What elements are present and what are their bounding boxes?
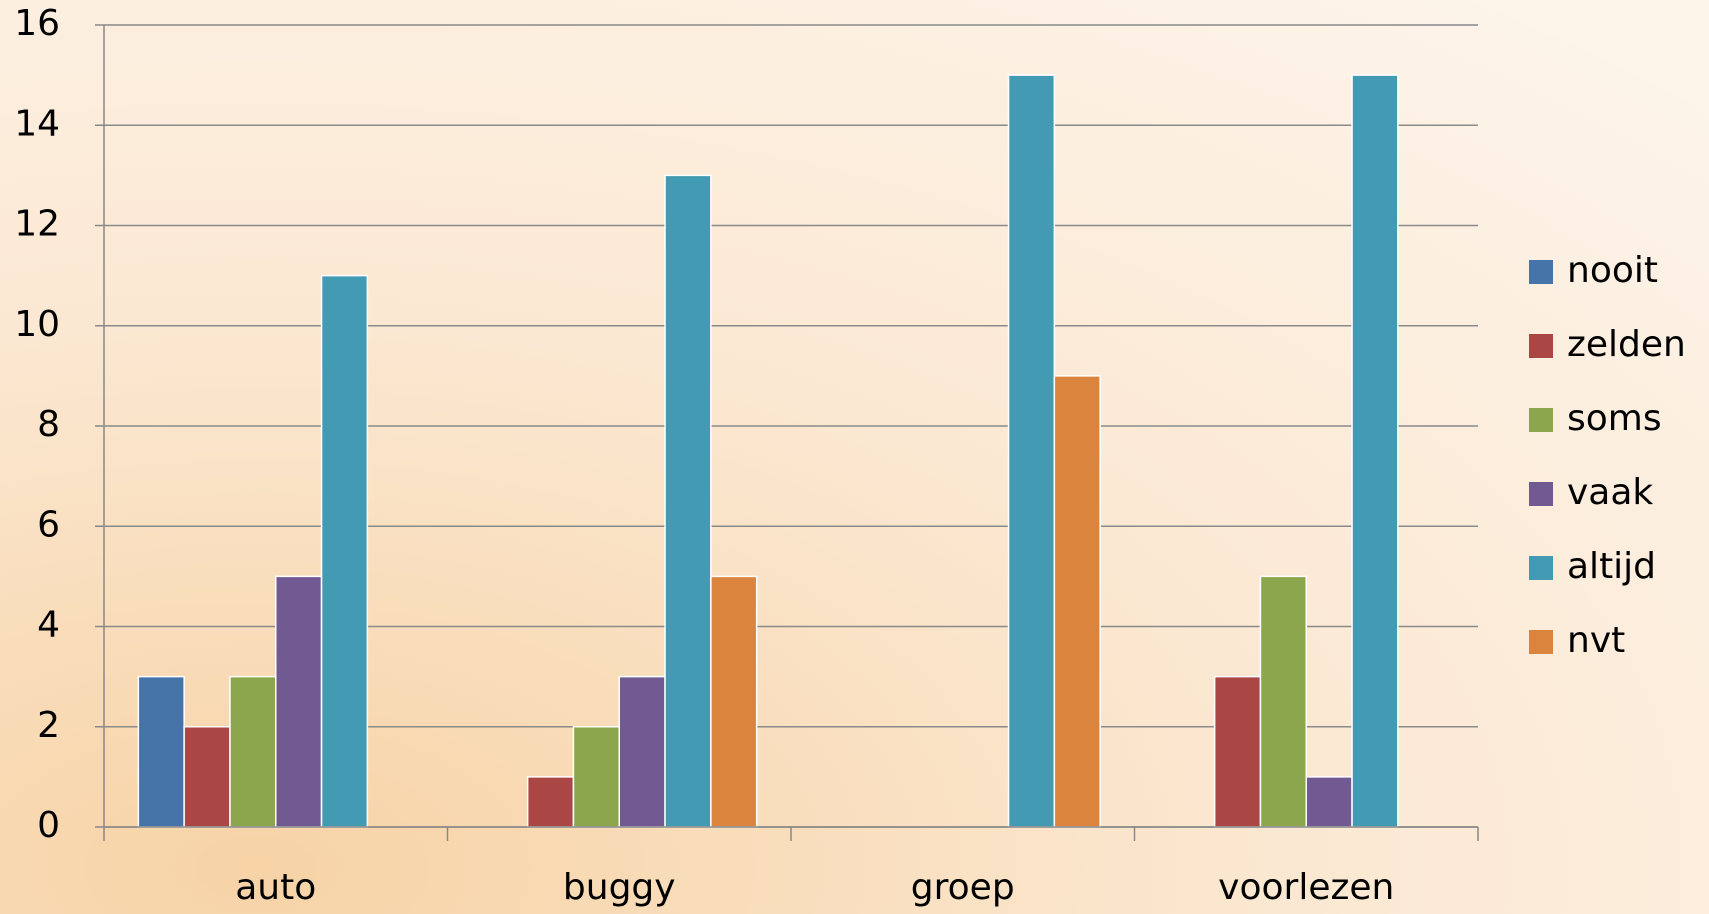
legend-label: nvt [1567, 620, 1625, 661]
x-tick-label: voorlezen [1218, 867, 1394, 908]
legend-label: nooit [1567, 250, 1658, 291]
legend-label: vaak [1567, 472, 1653, 513]
bar [1007, 74, 1056, 828]
y-tick-label: 16 [14, 3, 60, 44]
y-tick-label: 10 [14, 304, 60, 345]
legend-swatch [1529, 408, 1553, 432]
bar [229, 675, 277, 828]
legend-swatch [1529, 630, 1553, 654]
bar [183, 726, 231, 828]
legend-swatch [1529, 556, 1553, 580]
bar [618, 675, 666, 828]
y-tick-label: 4 [37, 605, 60, 646]
bar [1053, 375, 1101, 828]
bar [664, 174, 712, 828]
y-tick-label: 2 [37, 705, 60, 746]
bar [137, 675, 185, 828]
bar [275, 575, 323, 828]
legend-label: soms [1567, 398, 1662, 439]
x-tick-label: auto [235, 867, 316, 908]
y-tick-label: 14 [14, 103, 60, 144]
bar [526, 776, 575, 828]
legend-swatch [1529, 260, 1553, 284]
x-tick-label: buggy [563, 867, 676, 908]
y-tick-label: 6 [37, 504, 60, 545]
legend-label: zelden [1567, 324, 1686, 365]
legend-swatch [1529, 482, 1553, 506]
bar [710, 575, 758, 828]
y-tick-label: 8 [37, 404, 60, 445]
legend-swatch [1529, 334, 1553, 358]
y-tick-label: 0 [37, 805, 60, 846]
x-tick-label: groep [911, 867, 1015, 908]
bar [320, 274, 369, 828]
bar [1351, 74, 1399, 828]
bar [572, 726, 621, 828]
bar [1259, 575, 1307, 828]
bar [1213, 675, 1262, 828]
bar [1305, 776, 1353, 828]
y-tick-label: 12 [14, 204, 60, 245]
legend-label: altijd [1567, 546, 1656, 587]
